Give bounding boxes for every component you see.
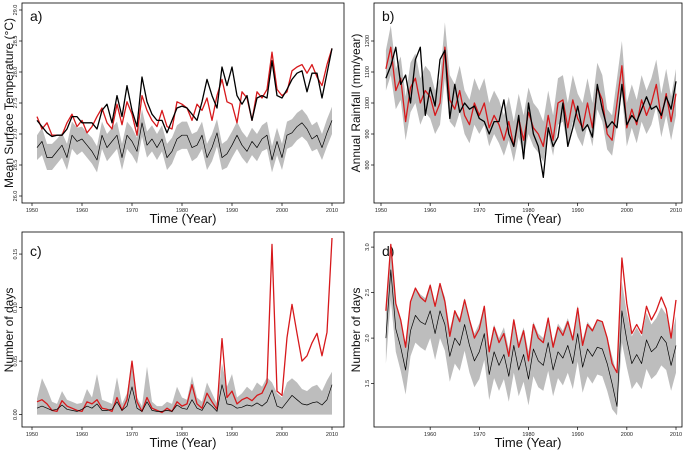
x-tick-label: 1960 — [76, 432, 88, 438]
y-tick-label: 28.5 — [13, 36, 19, 47]
y-tick-label: 2.5 — [365, 289, 371, 297]
x-tick-label: 1970 — [473, 432, 485, 438]
x-axis-label: Time (Year) — [495, 435, 562, 450]
x-tick-label: 2010 — [670, 208, 682, 214]
x-tick-label: 1960 — [76, 208, 88, 214]
y-axis-label: Number of days — [2, 288, 16, 373]
plot-frame — [21, 231, 345, 428]
y-axis-label: Annual Rainfall (mm/year) — [349, 34, 363, 173]
series-line-observed-red — [385, 243, 677, 374]
x-tick-label: 1990 — [572, 432, 584, 438]
x-tick-label: 2000 — [621, 432, 633, 438]
y-tick-label: 26.0 — [13, 191, 19, 202]
x-tick-label: 2010 — [326, 208, 338, 214]
y-tick-label: 3.0 — [365, 243, 371, 251]
panel-b-rainfall: b) Annual Rainfall (mm/year) Time (Year)… — [349, 2, 683, 226]
y-axis-label: Number of days — [349, 288, 363, 373]
y-tick-label: 900 — [365, 129, 371, 138]
x-tick-label: 2000 — [621, 208, 633, 214]
series-line-model-mean — [36, 120, 333, 161]
series-line-model-mean — [385, 269, 677, 407]
y-tick-label: 28.0 — [13, 67, 19, 78]
panel-label: c) — [30, 243, 42, 259]
y-tick-label: 1.5 — [365, 380, 371, 388]
y-tick-label: 0.10 — [13, 302, 19, 313]
plot-frame — [373, 231, 683, 428]
panel-label: b) — [382, 8, 394, 24]
y-tick-label: 1100 — [365, 66, 371, 78]
x-tick-label: 2000 — [276, 432, 288, 438]
panel-a-temperature: a) Mean Surface Temperature (°C) Time (Y… — [2, 2, 345, 226]
y-tick-label: 2.0 — [365, 334, 371, 342]
series-line-observed-black — [385, 46, 677, 179]
y-tick-label: 800 — [365, 160, 371, 169]
series-line-observed-red — [36, 237, 333, 414]
x-tick-label: 1980 — [176, 432, 188, 438]
y-tick-label: 27.5 — [13, 98, 19, 109]
series-line-observed-red — [36, 48, 333, 136]
plot-frame — [21, 2, 345, 204]
y-tick-label: 26.5 — [13, 160, 19, 171]
x-tick-label: 1990 — [226, 432, 238, 438]
panel-d-days: d) Number of days Time (Year) 1960 1970 19… — [349, 231, 683, 450]
y-tick-label: 1000 — [365, 97, 371, 109]
x-tick-label: 1980 — [522, 432, 534, 438]
x-tick-label: 2010 — [670, 432, 682, 438]
x-tick-label: 1970 — [473, 208, 485, 214]
panel-label: d) — [382, 243, 394, 259]
y-tick-label: 27.0 — [13, 129, 19, 140]
x-tick-label: 1950 — [26, 208, 38, 214]
series-line-observed-black — [36, 48, 333, 138]
x-tick-label: 1960 — [424, 208, 436, 214]
y-tick-label: 0.05 — [13, 356, 19, 367]
model-spread-band — [385, 22, 676, 162]
x-axis-label: Time (Year) — [150, 211, 217, 226]
model-spread-band — [385, 247, 676, 416]
x-tick-label: 2000 — [276, 208, 288, 214]
series-line-model-mean — [36, 384, 333, 412]
x-tick-label: 1990 — [572, 208, 584, 214]
y-tick-label: 29.0 — [13, 5, 19, 16]
x-tick-label: 1970 — [126, 208, 138, 214]
x-tick-label: 1990 — [226, 208, 238, 214]
y-tick-label: 0.00 — [13, 409, 19, 420]
panel-c-days: c) Number of days Time (Year) 1950 1960 19… — [2, 231, 345, 450]
y-tick-label: 1200 — [365, 35, 371, 47]
x-axis-label: Time (Year) — [150, 435, 217, 450]
model-spread-band — [37, 361, 332, 415]
x-tick-label: 1960 — [424, 432, 436, 438]
model-spread-band — [37, 106, 332, 173]
y-tick-label: 0.15 — [13, 249, 19, 260]
panel-label: a) — [30, 8, 42, 24]
x-tick-label: 2010 — [326, 432, 338, 438]
x-tick-label: 1970 — [126, 432, 138, 438]
x-tick-label: 1980 — [176, 208, 188, 214]
y-axis-label: Mean Surface Temperature (°C) — [2, 18, 16, 188]
x-tick-label: 1980 — [522, 208, 534, 214]
x-tick-label: 1950 — [375, 208, 387, 214]
x-axis-label: Time (Year) — [495, 211, 562, 226]
x-tick-label: 1950 — [26, 432, 38, 438]
